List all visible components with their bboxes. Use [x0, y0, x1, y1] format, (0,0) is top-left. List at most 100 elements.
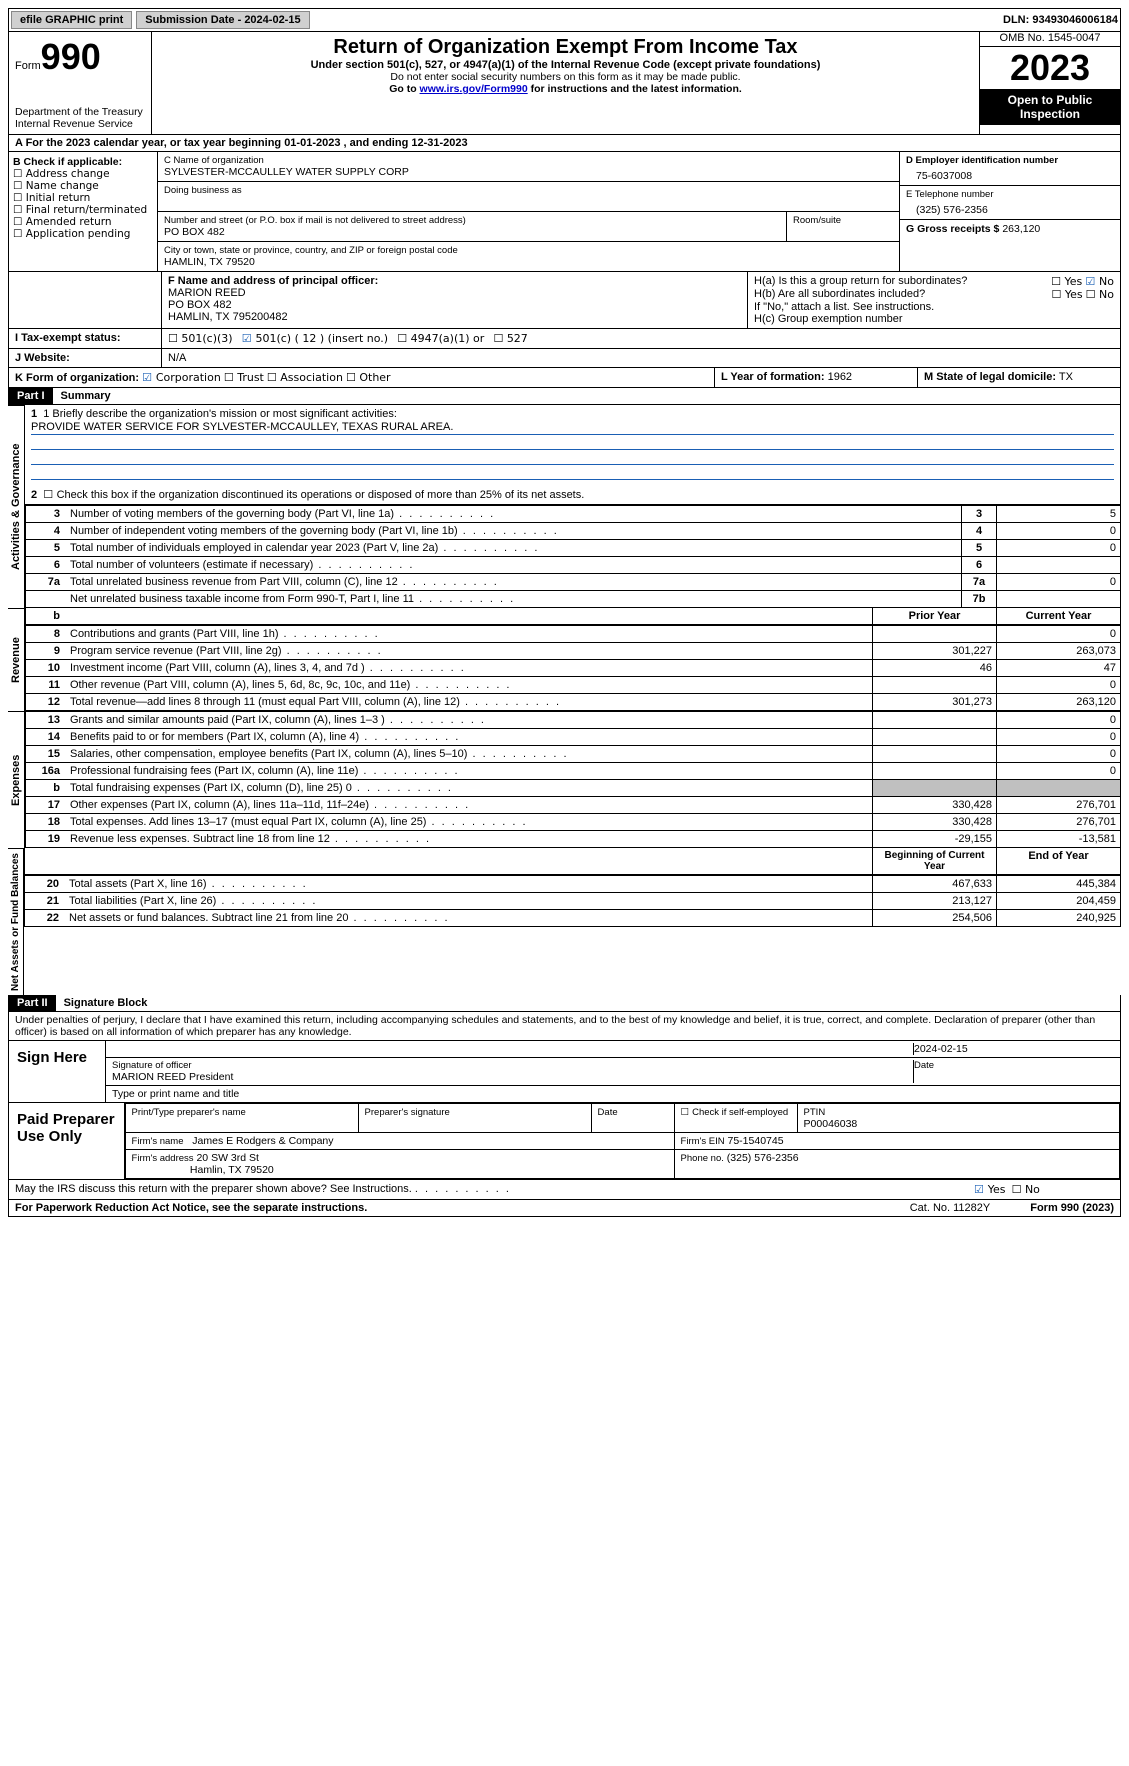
part1-badge: Part I	[9, 388, 53, 404]
section-bcdefg: B Check if applicable: Address change Na…	[8, 152, 1121, 272]
col-c: C Name of organization SYLVESTER-MCCAULL…	[158, 152, 899, 271]
expenses-section: Expenses 13Grants and similar amounts pa…	[8, 711, 1121, 848]
chk-corp[interactable]: Corporation	[142, 371, 221, 384]
ha-no[interactable]: No	[1085, 275, 1114, 288]
end-year-hdr: End of Year	[997, 848, 1121, 875]
chk-discontinued[interactable]	[43, 488, 56, 501]
governance-table: 3Number of voting members of the governi…	[25, 505, 1121, 608]
firm-ein: 75-1540745	[728, 1135, 784, 1147]
sig-officer-label: Signature of officer	[112, 1060, 913, 1071]
dln-label: DLN:	[1003, 14, 1029, 26]
chk-other[interactable]: Other	[346, 371, 391, 384]
revenue-header-table: b Prior Year Current Year	[25, 608, 1121, 625]
row-klm: K Form of organization: Corporation Trus…	[8, 368, 1121, 388]
chk-assoc[interactable]: Association	[267, 371, 343, 384]
perjury-declaration: Under penalties of perjury, I declare th…	[8, 1012, 1121, 1041]
hb-yes[interactable]: Yes	[1051, 288, 1082, 301]
chk-initial-return[interactable]: Initial return	[13, 192, 153, 204]
submission-btn[interactable]: Submission Date - 2024-02-15	[136, 11, 309, 29]
chk-501c[interactable]: 501(c) ( 12 ) (insert no.)	[242, 332, 388, 345]
city-value: HAMLIN, TX 79520	[164, 256, 893, 268]
discuss-yes[interactable]: Yes	[974, 1183, 1005, 1196]
prep-sig-label: Preparer's signature	[365, 1107, 450, 1118]
sig-date: 2024-02-15	[914, 1043, 1114, 1055]
dba-label: Doing business as	[164, 185, 893, 196]
receipts-value: 263,120	[1002, 223, 1040, 235]
form-org-label: K Form of organization:	[15, 372, 139, 384]
prep-date-label: Date	[598, 1107, 618, 1118]
revenue-table: 8Contributions and grants (Part VIII, li…	[25, 625, 1121, 711]
domicile-label: M State of legal domicile:	[924, 371, 1056, 383]
netassets-section: Net Assets or Fund Balances Beginning of…	[8, 848, 1121, 995]
firm-name-label: Firm's name	[132, 1136, 184, 1147]
part1-body: Activities & Governance 1 1 Briefly desc…	[8, 405, 1121, 608]
room-label: Room/suite	[793, 215, 893, 226]
receipts-label: G Gross receipts $	[906, 223, 999, 235]
chk-trust[interactable]: Trust	[224, 371, 264, 384]
form-990: 990	[41, 36, 101, 77]
part1-title: Summary	[53, 388, 119, 404]
website-label: J Website:	[9, 349, 162, 367]
discuss-no[interactable]: No	[1012, 1183, 1040, 1196]
officer-name: MARION REED	[168, 287, 741, 299]
form-header: Form990 Department of the Treasury Inter…	[8, 32, 1121, 135]
chk-self-employed[interactable]	[681, 1107, 693, 1118]
hb-no[interactable]: No	[1086, 288, 1114, 301]
domicile: TX	[1059, 371, 1073, 383]
org-name: SYLVESTER-MCCAULLEY WATER SUPPLY CORP	[164, 166, 893, 178]
date-label: Date	[914, 1060, 1114, 1083]
sign-here-label: Sign Here	[9, 1041, 106, 1102]
line2-text: Check this box if the organization disco…	[57, 489, 585, 501]
year-formation-label: L Year of formation:	[721, 371, 825, 383]
website-value: N/A	[162, 349, 1120, 367]
firm-addr2: Hamlin, TX 79520	[190, 1164, 274, 1176]
officer-label: F Name and address of principal officer:	[168, 275, 741, 287]
hc-label: H(c) Group exemption number	[754, 313, 1114, 325]
chk-501c3[interactable]: 501(c)(3)	[168, 332, 233, 345]
chk-final-return[interactable]: Final return/terminated	[13, 204, 153, 216]
self-emp-label: Check if self-employed	[692, 1107, 788, 1118]
chk-amended[interactable]: Amended return	[13, 216, 153, 228]
paid-preparer-section: Paid Preparer Use Only Print/Type prepar…	[8, 1103, 1121, 1180]
ha-yes[interactable]: Yes	[1051, 275, 1082, 288]
open-public-badge: Open to Public Inspection	[980, 89, 1120, 125]
chk-527[interactable]: 527	[493, 332, 527, 345]
col-b-hdr: b	[53, 610, 60, 622]
efile-btn[interactable]: efile GRAPHIC print	[11, 11, 132, 29]
current-year-hdr: Current Year	[997, 608, 1121, 625]
tax-status-label: I Tax-exempt status:	[9, 329, 162, 348]
officer-addr1: PO BOX 482	[168, 299, 741, 311]
chk-app-pending[interactable]: Application pending	[13, 228, 153, 240]
goto-post: for instructions and the latest informat…	[528, 83, 742, 95]
row-i: I Tax-exempt status: 501(c)(3) 501(c) ( …	[8, 329, 1121, 349]
dln-value: 93493046006184	[1032, 14, 1118, 26]
prior-year-hdr: Prior Year	[873, 608, 997, 625]
footer: For Paperwork Reduction Act Notice, see …	[8, 1200, 1121, 1217]
ein-label: D Employer identification number	[906, 155, 1114, 166]
sign-here-section: Sign Here 2024-02-15 Signature of office…	[8, 1041, 1121, 1103]
form-ref: Form 990 (2023)	[1030, 1202, 1114, 1214]
cat-no: Cat. No. 11282Y	[910, 1202, 991, 1214]
firm-name: James E Rodgers & Company	[192, 1135, 333, 1147]
netassets-header-table: Beginning of Current Year End of Year	[24, 848, 1121, 875]
chk-4947[interactable]: 4947(a)(1) or	[397, 332, 484, 345]
row-j: J Website: N/A	[8, 349, 1121, 368]
form-title: Return of Organization Exempt From Incom…	[158, 36, 973, 59]
paid-preparer-label: Paid Preparer Use Only	[9, 1103, 125, 1179]
officer-addr2: HAMLIN, TX 795200482	[168, 311, 741, 323]
ein-value: 75-6037008	[906, 166, 1114, 182]
chk-name-change[interactable]: Name change	[13, 180, 153, 192]
prep-phone-label: Phone no.	[681, 1153, 724, 1164]
part2-badge: Part II	[9, 995, 56, 1011]
dln: DLN: 93493046006184	[1003, 14, 1118, 26]
phone-value: (325) 576-2356	[906, 200, 1114, 216]
side-governance: Activities & Governance	[8, 405, 25, 608]
firm-addr-label: Firm's address	[132, 1153, 194, 1164]
form-note-ssn: Do not enter social security numbers on …	[158, 71, 973, 83]
form-number: Form990	[15, 36, 145, 78]
preparer-table: Print/Type preparer's name Preparer's si…	[125, 1103, 1120, 1179]
chk-address-change[interactable]: Address change	[13, 168, 153, 180]
form-subtitle: Under section 501(c), 527, or 4947(a)(1)…	[158, 59, 973, 71]
irs-link[interactable]: www.irs.gov/Form990	[420, 83, 528, 95]
org-name-label: C Name of organization	[164, 155, 893, 166]
